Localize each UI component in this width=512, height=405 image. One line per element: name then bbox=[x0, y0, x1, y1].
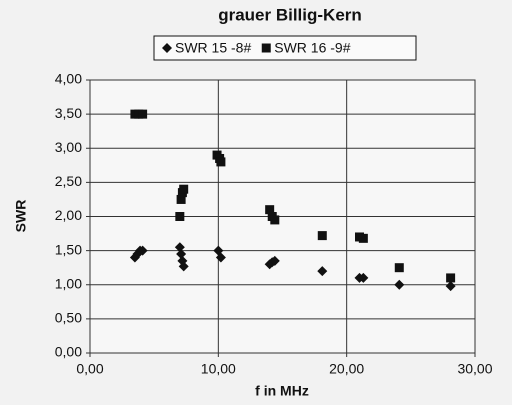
y-tick-label: 1,00 bbox=[55, 275, 82, 291]
point bbox=[174, 242, 185, 253]
legend-box bbox=[153, 35, 417, 61]
legend-label: SWR 15 -8# bbox=[175, 40, 251, 56]
point bbox=[446, 273, 456, 283]
x-tick-label: 20,00 bbox=[329, 361, 364, 377]
point bbox=[176, 194, 186, 204]
chart-title: grauer Billig-Kern bbox=[218, 5, 362, 24]
point bbox=[358, 272, 369, 283]
point bbox=[129, 252, 140, 263]
point bbox=[178, 261, 189, 272]
point bbox=[269, 255, 280, 266]
point bbox=[176, 249, 187, 260]
legend-label: SWR 16 -9# bbox=[274, 40, 350, 56]
legend-marker bbox=[162, 43, 172, 53]
point bbox=[175, 212, 185, 221]
point bbox=[317, 231, 327, 241]
y-tick-label: 3,00 bbox=[55, 139, 82, 155]
y-tick-label: 3,50 bbox=[55, 105, 82, 121]
x-tick-label: 30,00 bbox=[457, 361, 492, 377]
point bbox=[138, 109, 148, 119]
x-axis-label: f in MHz bbox=[255, 383, 309, 399]
y-tick-label: 1,50 bbox=[55, 241, 82, 257]
point bbox=[216, 157, 226, 167]
point bbox=[137, 245, 148, 256]
x-tick-label: 10,00 bbox=[201, 361, 236, 377]
y-axis-label: SWR bbox=[13, 200, 29, 233]
point bbox=[215, 252, 226, 263]
point bbox=[394, 263, 404, 273]
point bbox=[270, 215, 280, 225]
x-tick-label: 0,00 bbox=[76, 361, 103, 377]
point bbox=[394, 279, 405, 290]
y-tick-label: 0,50 bbox=[55, 310, 82, 326]
point bbox=[445, 281, 456, 292]
legend-marker bbox=[261, 43, 271, 53]
point bbox=[179, 184, 189, 194]
y-tick-label: 4,00 bbox=[55, 71, 82, 87]
point bbox=[358, 233, 368, 243]
y-tick-label: 0,00 bbox=[55, 344, 82, 360]
point bbox=[317, 266, 328, 277]
y-tick-label: 2,50 bbox=[55, 173, 82, 189]
y-tick-label: 2,00 bbox=[55, 207, 82, 223]
point bbox=[265, 205, 275, 215]
